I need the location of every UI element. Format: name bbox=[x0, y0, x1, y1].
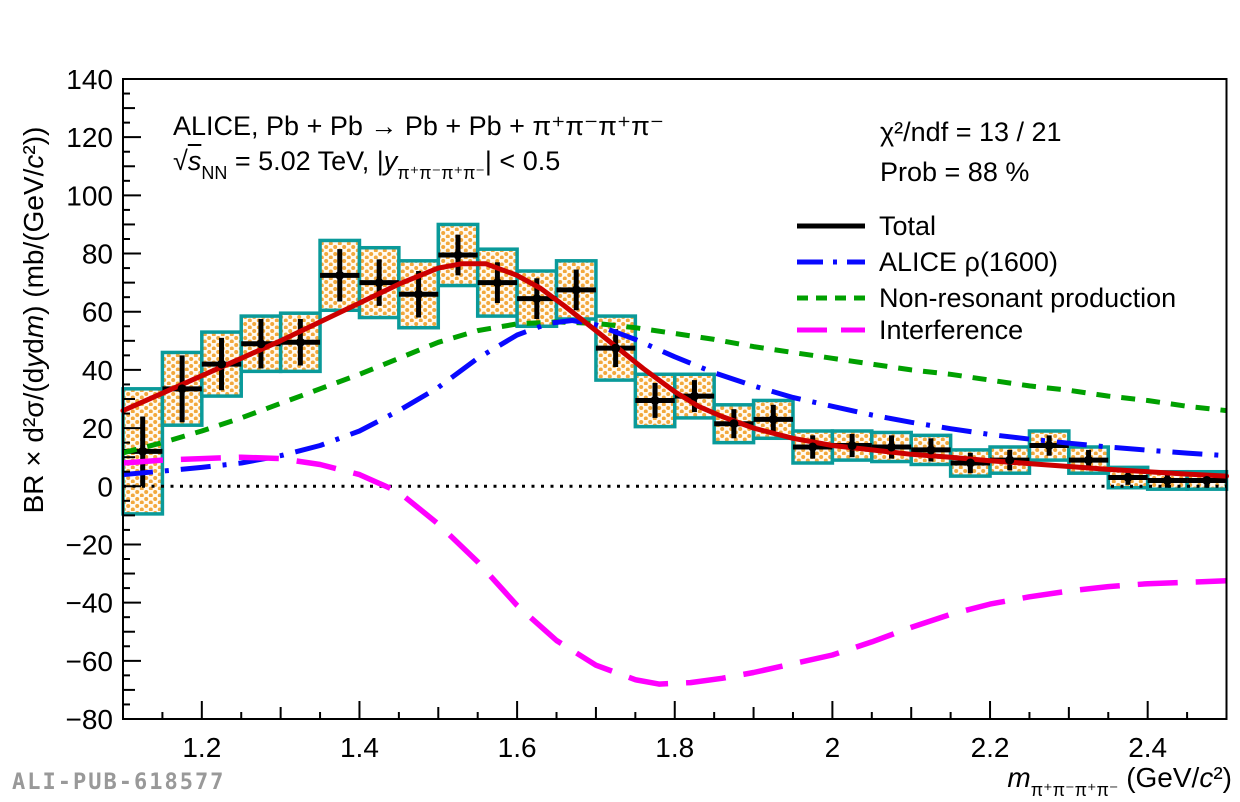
data-point-marker bbox=[1162, 475, 1172, 485]
y-tick-label: −60 bbox=[66, 646, 114, 677]
data-point-marker bbox=[492, 278, 502, 288]
x-tick-label: 2.4 bbox=[1128, 732, 1167, 763]
data-point-marker bbox=[1123, 473, 1133, 483]
legend-label-rho1600: ALICE ρ(1600) bbox=[879, 246, 1058, 277]
data-point-marker bbox=[1202, 475, 1212, 485]
x-tick-labels: 1.2 1.4 1.6 1.8 2 2.2 2.4 bbox=[182, 732, 1167, 763]
curve-alice-1600 bbox=[122, 318, 1227, 478]
data-point-marker bbox=[729, 419, 739, 429]
x-tick-label: 1.4 bbox=[340, 732, 379, 763]
rho1600-line-sample bbox=[797, 259, 865, 265]
data-point-marker bbox=[1044, 441, 1054, 451]
x-tick-label: 1.2 bbox=[182, 732, 221, 763]
data-point-marker bbox=[887, 442, 897, 452]
data-point-marker bbox=[768, 414, 778, 424]
total-line-sample bbox=[797, 223, 865, 229]
x-tick-label: 1.6 bbox=[498, 732, 537, 763]
curve-total bbox=[120, 261, 1229, 479]
data-point-marker bbox=[217, 359, 227, 369]
legend-item-total[interactable]: Total bbox=[795, 211, 936, 241]
data-point-marker bbox=[453, 250, 463, 260]
legend-item-nonresonant[interactable]: Non-resonant production bbox=[795, 283, 1176, 313]
data-point-marker bbox=[808, 442, 818, 452]
y-tick-label: 120 bbox=[66, 122, 113, 153]
y-tick-label: 60 bbox=[82, 297, 113, 328]
y-tick-label: 0 bbox=[97, 471, 113, 502]
y-tick-label: −80 bbox=[66, 704, 114, 735]
data-point-marker bbox=[335, 270, 345, 280]
data-point-marker bbox=[1084, 455, 1094, 465]
data-point-marker bbox=[611, 343, 621, 353]
watermark-label: ALI-PUB-618577 bbox=[12, 770, 226, 795]
data-point-marker bbox=[650, 395, 660, 405]
y-tick-label: 20 bbox=[82, 413, 113, 444]
y-axis-title: BR × d²σ/(dydm) (mb/(GeV/c²)) bbox=[18, 126, 49, 514]
legend-item-rho1600[interactable]: ALICE ρ(1600) bbox=[795, 247, 1058, 277]
data-point-marker bbox=[1005, 455, 1015, 465]
systematic-boxes bbox=[121, 222, 1229, 516]
sqrt-symbol: √ bbox=[173, 146, 188, 176]
data-point-marker bbox=[295, 337, 305, 347]
data-point-marker bbox=[256, 339, 266, 349]
data-point-marker bbox=[414, 289, 424, 299]
x-tick-label: 1.8 bbox=[655, 732, 694, 763]
plot-annotation-energy: √sNN = 5.02 TeV, |yπ⁺π⁻π⁺π⁻| < 0.5 bbox=[173, 146, 561, 183]
plot-annotation-reaction: ALICE, Pb + Pb → Pb + Pb + π⁺π⁻π⁺π⁻ bbox=[173, 111, 664, 141]
x-tick-label: 2.2 bbox=[971, 732, 1010, 763]
y-tick-labels: 140 120 100 80 60 40 20 0 −20 −40 −60 −80 bbox=[66, 64, 114, 735]
data-point-marker bbox=[177, 384, 187, 394]
mass-var: m bbox=[1007, 762, 1031, 793]
legend-label-interference: Interference bbox=[879, 314, 1024, 345]
data-point-marker bbox=[926, 445, 936, 455]
data-point-marker bbox=[689, 391, 699, 401]
x-axis-title: mπ⁺π⁻π⁺π⁻ (GeV/c²) bbox=[1007, 762, 1232, 800]
data-point-marker bbox=[138, 446, 148, 456]
data-markers bbox=[138, 250, 1212, 485]
subscript-nn: NN bbox=[201, 163, 228, 183]
axis-ticks bbox=[123, 92, 1189, 719]
y-tick-label: 100 bbox=[66, 180, 113, 211]
data-point-marker bbox=[532, 294, 542, 304]
legend-label-nonresonant: Non-resonant production bbox=[879, 282, 1177, 313]
data-point-marker bbox=[847, 441, 857, 451]
data-point-marker bbox=[571, 285, 581, 295]
x-subscript-4pi: π⁺π⁻π⁺π⁻ bbox=[1030, 780, 1119, 800]
y-tick-label: 140 bbox=[66, 64, 113, 95]
legend-label-total: Total bbox=[879, 210, 937, 241]
rapidity-var: y bbox=[383, 146, 398, 176]
legend-item-interference[interactable]: Interference bbox=[795, 315, 1023, 345]
interference-line-sample bbox=[797, 327, 865, 333]
subscript-4pi: π⁺π⁻π⁺π⁻ bbox=[397, 163, 485, 183]
data-point-marker bbox=[965, 458, 975, 468]
nonresonant-line-sample bbox=[797, 295, 865, 301]
x-tick-label: 2 bbox=[825, 732, 841, 763]
sqrt-s: s bbox=[187, 146, 202, 176]
prob-stat: Prob = 88 % bbox=[880, 157, 1030, 187]
chi2-ndf-stat: χ²/ndf = 13 / 21 bbox=[880, 117, 1062, 147]
y-tick-label: −40 bbox=[66, 588, 114, 619]
curve-interference bbox=[122, 454, 1227, 687]
data-point-marker bbox=[374, 278, 384, 288]
y-tick-label: 40 bbox=[82, 355, 113, 386]
y-tick-label: 80 bbox=[82, 239, 113, 270]
y-tick-label: −20 bbox=[66, 529, 114, 560]
